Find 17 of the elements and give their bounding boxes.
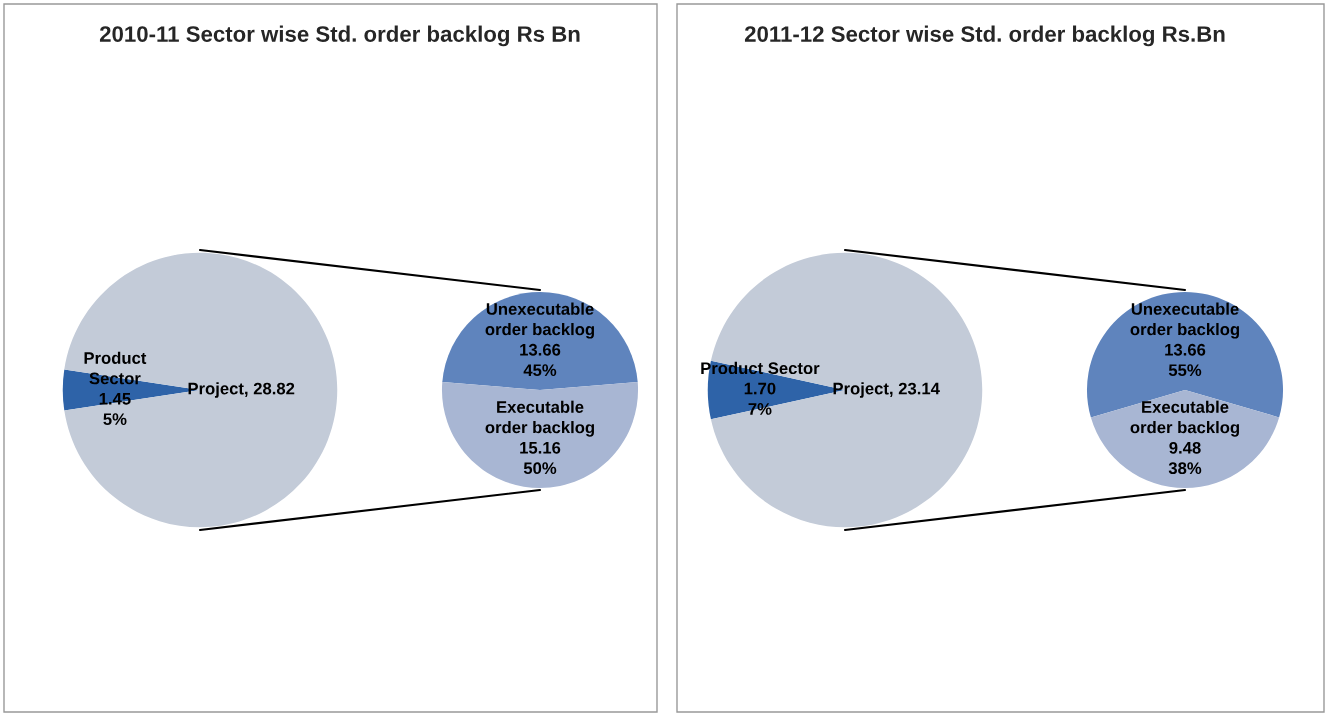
slice-label: Executable order backlog — [1130, 400, 1239, 437]
pie-slice — [442, 291, 638, 390]
pie-slice — [1086, 291, 1284, 418]
data-label: 1.45 5% — [99, 393, 131, 426]
pie-slice — [441, 381, 639, 489]
data-label: 9.48 38% — [1168, 441, 1202, 475]
slice-label: Unexecutable order backlog — [1130, 302, 1239, 339]
slice-label: Executable order backlog — [485, 400, 594, 437]
chart-title: 2011-12 Sector wise Std. order backlog Rs.Bn — [744, 25, 1225, 47]
slice-label: Project, 28.82 — [188, 382, 295, 398]
data-label: 15.16 50% — [520, 441, 561, 475]
pie-slice — [64, 252, 338, 528]
data-label: 13.66 55% — [1165, 343, 1206, 377]
chart-title: 2010-11 Sector wise Std. order backlog Rs Bn — [99, 25, 580, 47]
slice-label: Unexecutable order backlog — [485, 302, 594, 339]
slice-label: Project, 23.14 — [833, 382, 940, 398]
data-label: 13.66 45% — [520, 343, 561, 377]
